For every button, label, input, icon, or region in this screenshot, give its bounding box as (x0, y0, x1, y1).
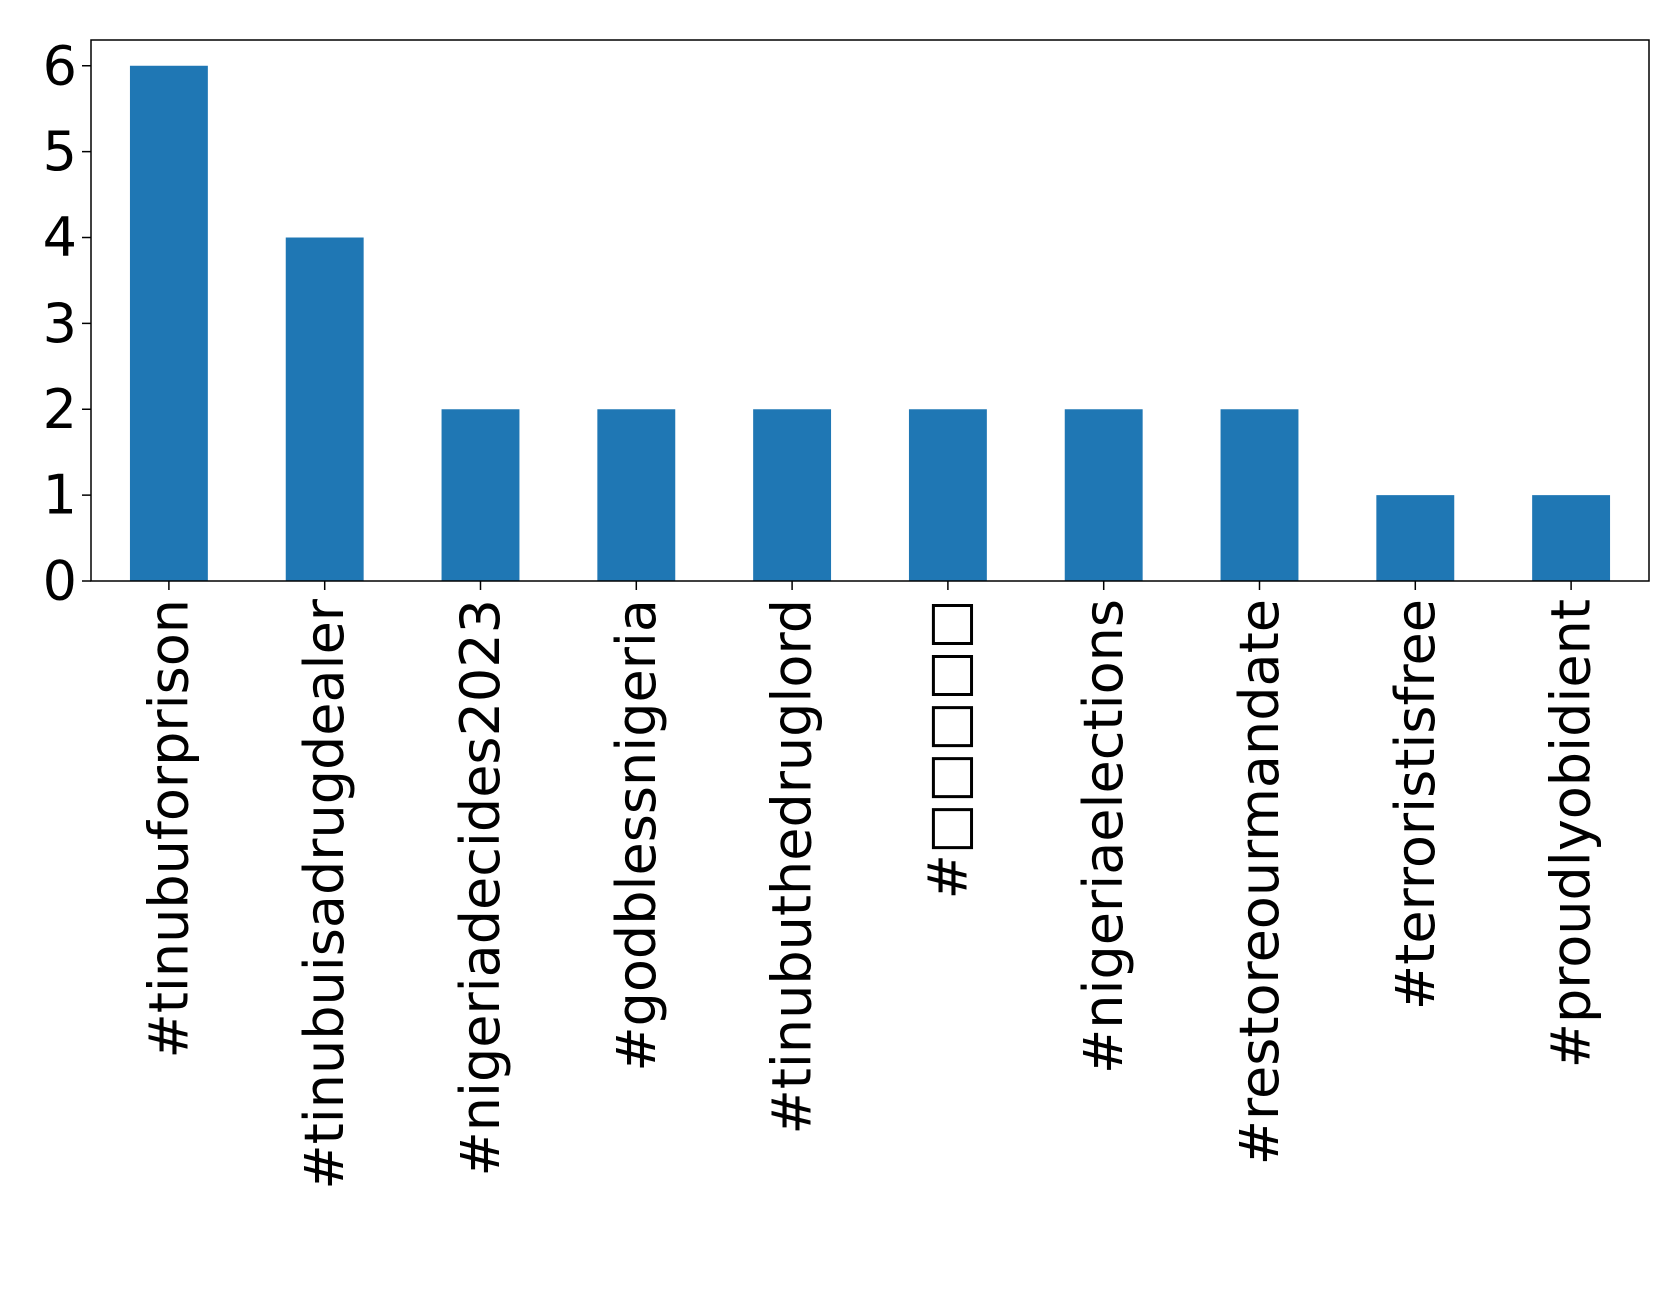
y-tick-label: 1 (43, 464, 77, 527)
bar (129, 65, 208, 581)
x-tick-label: #restoreourmandate (1228, 599, 1291, 1165)
x-tick-label: #proudlyobidient (1540, 599, 1603, 1068)
y-tick-label: 4 (43, 206, 77, 269)
bar (908, 409, 987, 581)
bar (1064, 409, 1143, 581)
x-tick-label: #nigeriadecides2023 (449, 599, 512, 1177)
y-tick-label: 2 (43, 378, 77, 441)
bar (1532, 495, 1611, 581)
y-tick-label: 6 (43, 34, 77, 97)
plot-frame (90, 39, 1650, 582)
x-tick-label: #terroristisfree (1384, 599, 1447, 1010)
x-tick-label: #godblessnigeria (605, 599, 668, 1072)
bar (1376, 495, 1455, 581)
x-tick-label: #tinubuforprison (137, 599, 200, 1059)
bar (597, 409, 676, 581)
bar (441, 409, 520, 581)
bar (1220, 409, 1299, 581)
x-tick-label: #nigeriaelections (1072, 599, 1135, 1074)
y-tick-label: 5 (43, 120, 77, 183)
x-tick-label: #tinubuthedruglord (761, 599, 824, 1135)
bar (753, 409, 832, 581)
x-tick-label: #tinubuisadrugdealer (293, 598, 356, 1189)
bar (285, 237, 364, 581)
x-tick-label: #□□□□□ (916, 599, 979, 899)
y-tick-label: 3 (43, 292, 77, 355)
y-tick-label: 0 (43, 550, 77, 613)
